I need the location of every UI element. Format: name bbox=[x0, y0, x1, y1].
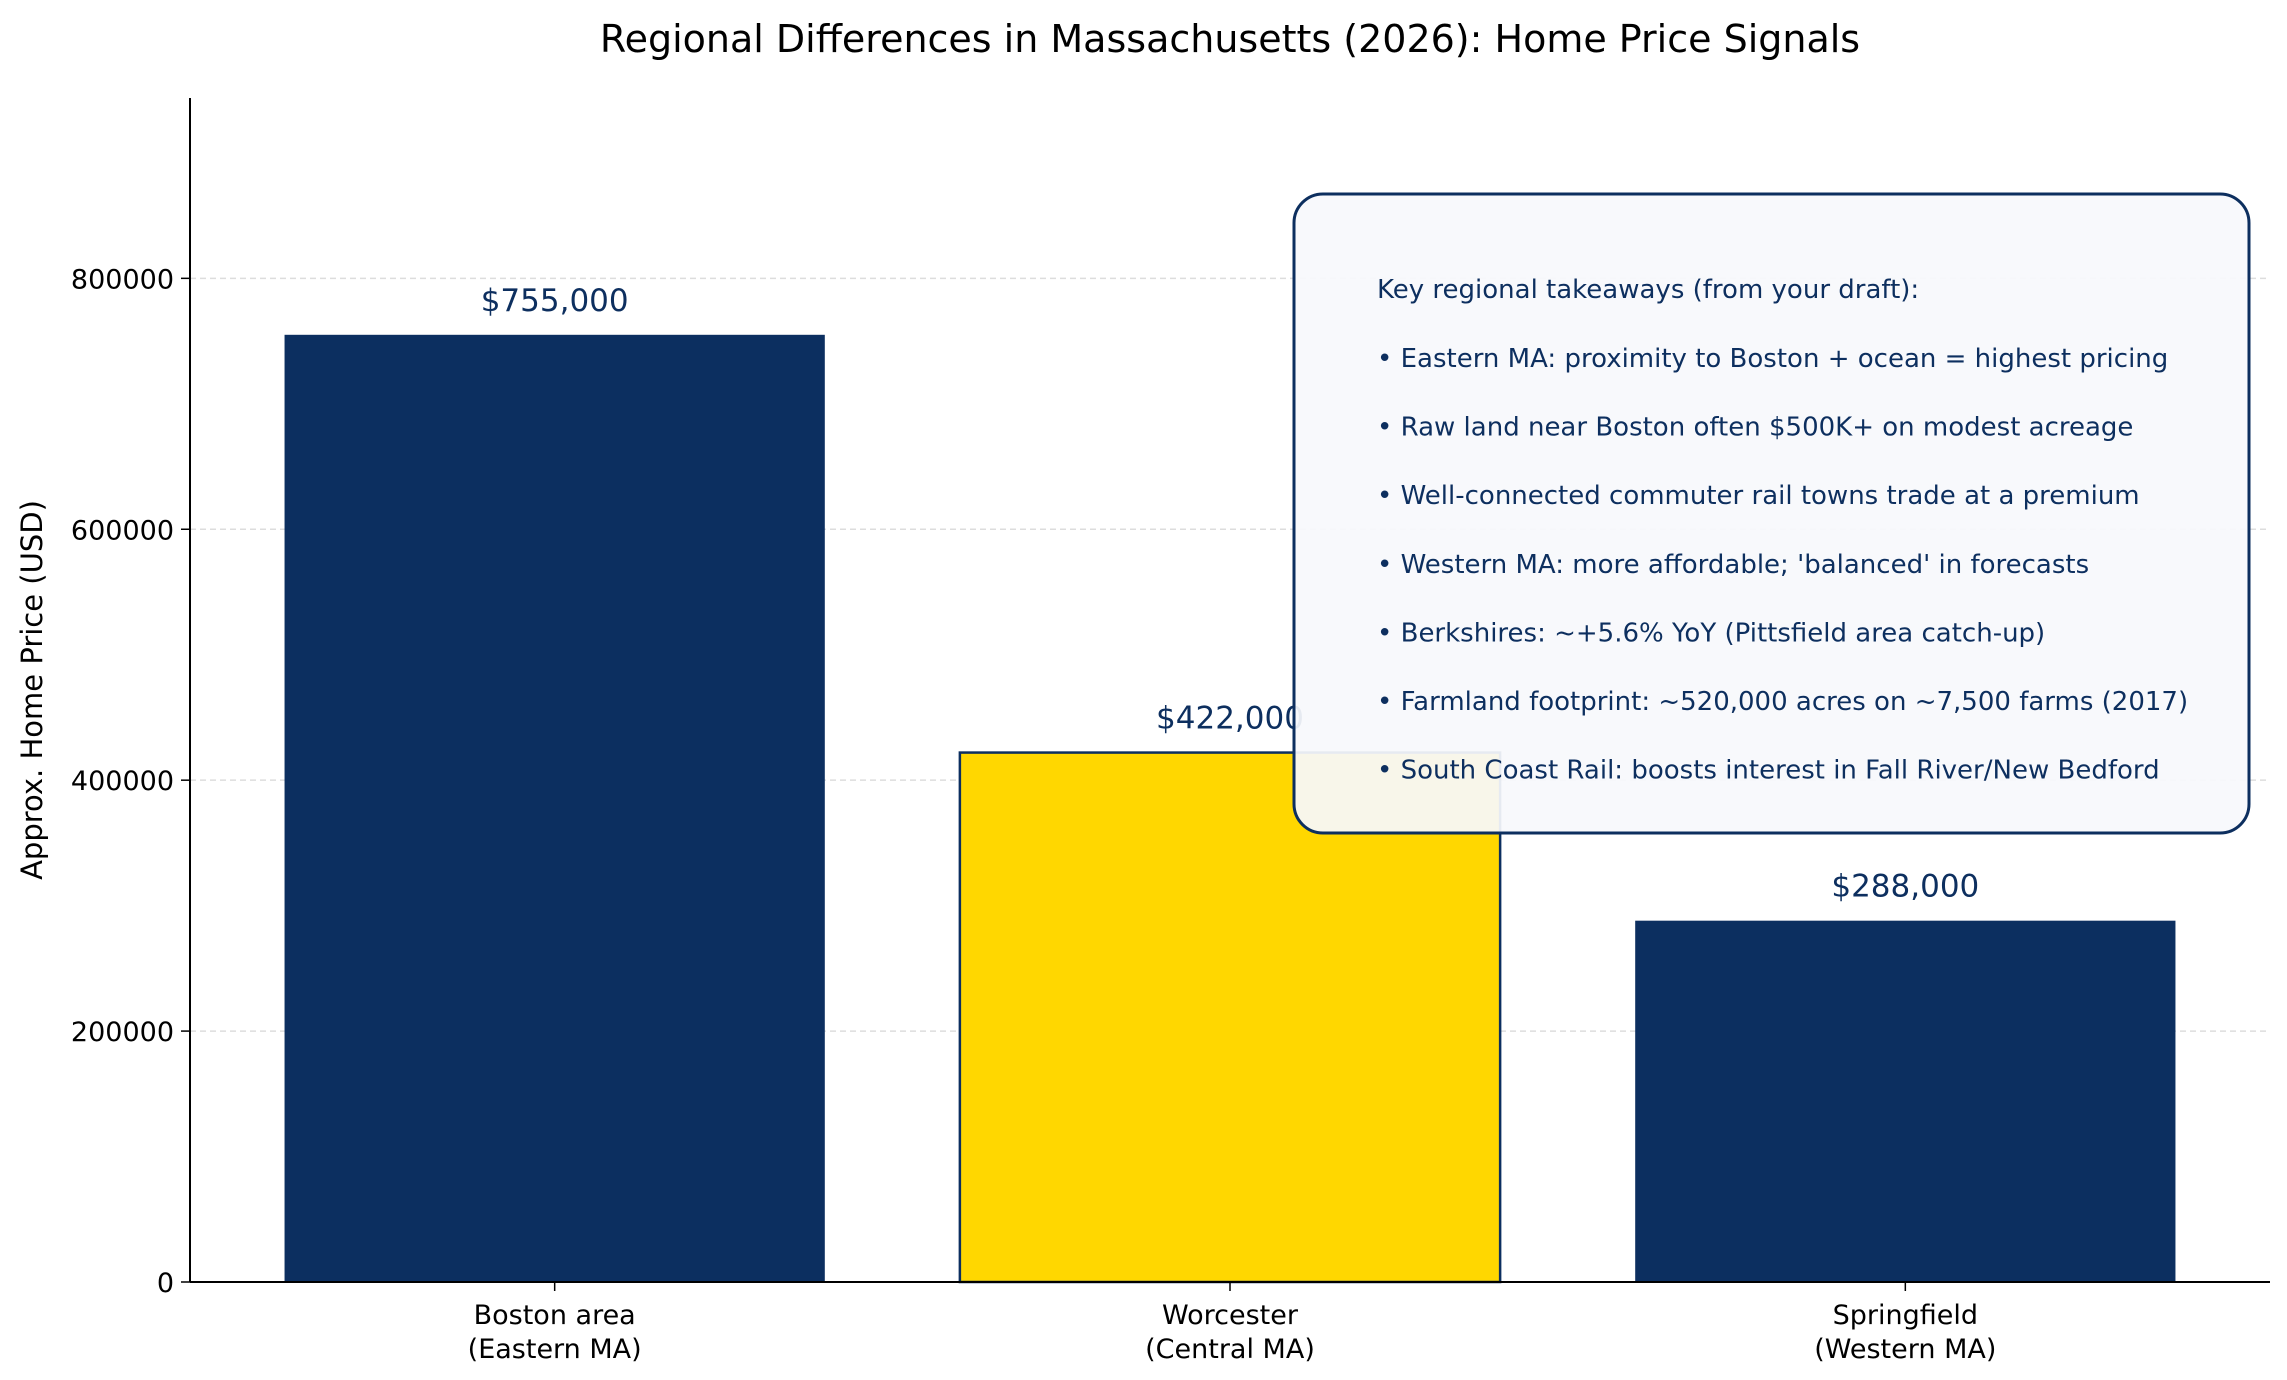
x-tick-label: (Central MA) bbox=[1145, 1334, 1315, 1365]
x-tick-label: Worcester bbox=[1162, 1300, 1299, 1331]
annotation-bullet: • Farmland footprint: ~520,000 acres on … bbox=[1377, 687, 2188, 717]
bar bbox=[1635, 920, 2176, 1282]
x-tick-label: (Western MA) bbox=[1814, 1334, 1996, 1365]
data-label: $755,000 bbox=[481, 283, 629, 319]
annotation-frame bbox=[1292, 192, 2251, 835]
annotation-bullet: • South Coast Rail: boosts interest in F… bbox=[1377, 756, 2160, 786]
bar bbox=[284, 334, 825, 1282]
y-tick-label: 200000 bbox=[71, 1017, 174, 1048]
bar bbox=[958, 751, 1502, 1284]
data-labels: $755,000 $422,000 $288,000 bbox=[481, 283, 1980, 905]
annotation-bullet: • Western MA: more affordable; 'balanced… bbox=[1377, 550, 2089, 580]
data-label: $288,000 bbox=[1831, 869, 1979, 905]
x-tick-label: Springfield bbox=[1833, 1300, 1978, 1331]
data-label: $422,000 bbox=[1156, 701, 1304, 737]
x-tick-label: Boston area bbox=[474, 1300, 636, 1331]
annotation-bullet: • Well-connected commuter rail towns tra… bbox=[1377, 481, 2140, 511]
y-axis-label: Approx. Home Price (USD) bbox=[15, 500, 49, 880]
axes: 0 200000 400000 600000 800000 Boston area(Eas… bbox=[71, 98, 2270, 1365]
annotation-bullet: • Berkshires: ~+5.6% YoY (Pittsfield are… bbox=[1377, 618, 2045, 648]
bars bbox=[284, 334, 2176, 1284]
y-tick-label: 0 bbox=[157, 1268, 174, 1299]
annotation-heading: Key regional takeaways (from your draft)… bbox=[1377, 275, 1919, 305]
y-tick-label: 600000 bbox=[71, 515, 174, 546]
chart-title: Regional Differences in Massachusetts (2… bbox=[600, 17, 1860, 61]
annotation-box: Key regional takeaways (from your draft)… bbox=[1292, 192, 2251, 835]
y-tick-label: 800000 bbox=[71, 264, 174, 295]
annotation-bullet: • Raw land near Boston often $500K+ on m… bbox=[1377, 413, 2133, 443]
x-tick-label: (Eastern MA) bbox=[468, 1334, 642, 1365]
annotation-bullet: • Eastern MA: proximity to Boston + ocea… bbox=[1377, 344, 2168, 374]
y-tick-label: 400000 bbox=[71, 766, 174, 797]
